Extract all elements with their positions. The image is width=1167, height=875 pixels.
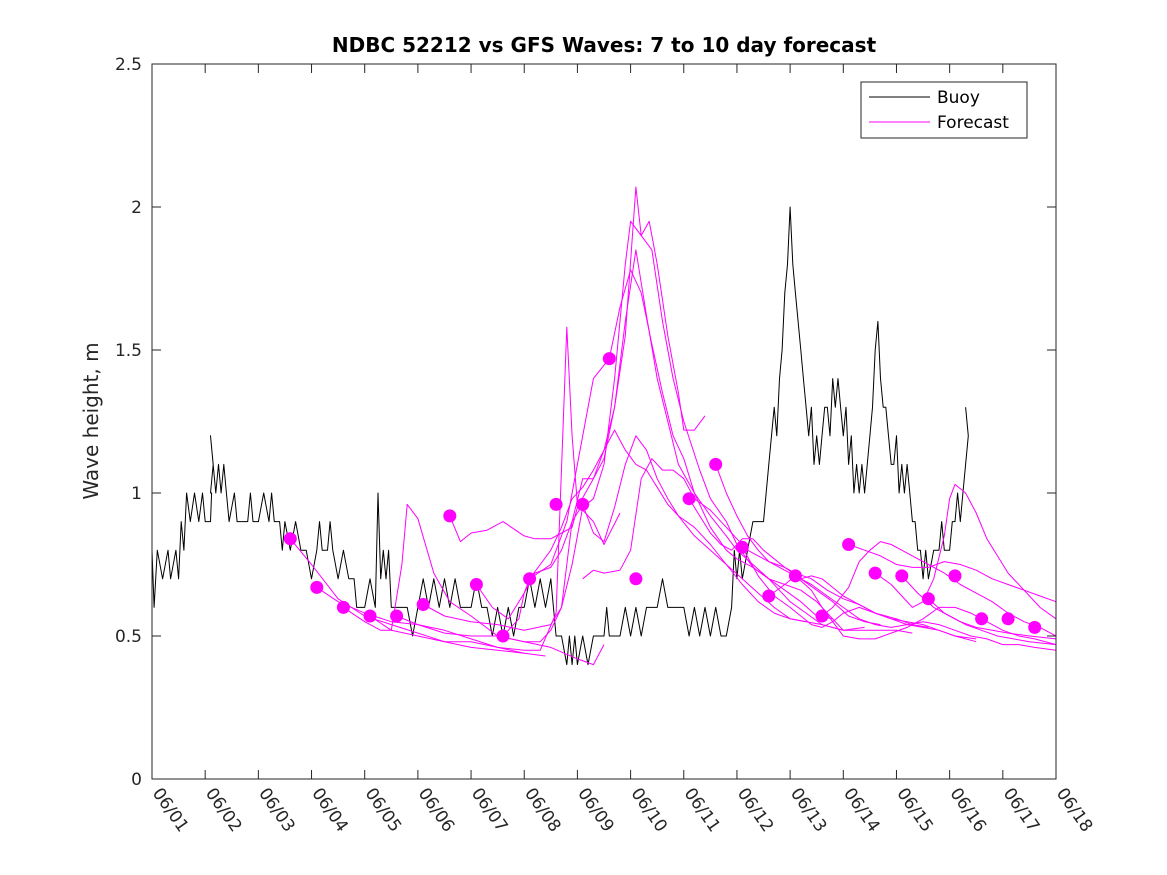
x-tick-label-12: 06/13 — [786, 784, 830, 836]
x-tick-label-1: 06/02 — [201, 784, 245, 836]
forecast-marker-3 — [363, 609, 377, 623]
forecast-line-15 — [768, 575, 1057, 651]
forecast-marker-15 — [709, 457, 723, 471]
plot-background — [152, 64, 1056, 779]
forecast-line-18 — [848, 544, 1057, 603]
forecast-marker-6 — [443, 509, 457, 523]
series-layer — [151, 186, 1057, 666]
forecast-marker-19 — [815, 609, 829, 623]
forecast-line-11 — [582, 458, 881, 626]
forecast-marker-5 — [416, 598, 430, 611]
forecast-marker-4 — [390, 609, 404, 623]
legend-label-forecast: Forecast — [937, 113, 1009, 133]
x-tick-label-2: 06/03 — [254, 784, 298, 836]
forecast-line-6 — [422, 220, 844, 631]
forecast-marker-22 — [895, 569, 909, 583]
x-tick-label-9: 06/10 — [626, 784, 670, 836]
forecast-marker-14 — [682, 492, 696, 506]
forecast-marker-7 — [469, 578, 483, 591]
forecast-line-14 — [741, 547, 977, 640]
x-tick-label-7: 06/08 — [520, 784, 564, 836]
forecast-marker-18 — [788, 569, 802, 583]
forecast-line-5 — [396, 186, 706, 643]
x-tick-label-13: 06/14 — [839, 784, 883, 836]
x-tick-label-8: 06/09 — [573, 784, 617, 836]
forecast-marker-26 — [1001, 612, 1015, 626]
forecast-line-10 — [529, 269, 833, 620]
y-tick-label-3: 1.5 — [115, 341, 142, 361]
forecast-marker-20 — [842, 538, 856, 551]
legend-label-buoy: Buoy — [937, 88, 980, 108]
plot-frame — [151, 63, 1057, 780]
forecast-marker-17 — [762, 589, 776, 603]
x-tick-label-16: 06/17 — [999, 784, 1043, 836]
x-tick-label-0: 06/01 — [148, 784, 192, 836]
buoy-line — [151, 206, 969, 666]
forecast-line-21 — [928, 598, 1057, 640]
y-tick-label-2: 1 — [131, 484, 142, 504]
forecast-marker-16 — [735, 540, 749, 554]
y-tick-label-5: 2.5 — [115, 55, 142, 75]
forecast-marker-2 — [336, 600, 350, 614]
x-tick-label-14: 06/15 — [892, 784, 936, 836]
y-tick-label-4: 2 — [131, 198, 142, 218]
forecast-line-13 — [715, 464, 929, 628]
forecast-marker-0 — [283, 532, 297, 546]
y-tick-label-0: 0 — [131, 770, 142, 790]
x-tick-label-15: 06/16 — [946, 784, 990, 836]
forecast-marker-24 — [948, 569, 962, 583]
forecast-marker-27 — [1028, 620, 1042, 634]
x-tick-label-4: 06/05 — [361, 784, 405, 836]
forecast-marker-10 — [549, 497, 563, 511]
forecast-line-3 — [343, 503, 605, 666]
forecast-marker-21 — [868, 566, 882, 580]
forecast-line-16 — [795, 575, 1057, 646]
x-tick-label-11: 06/12 — [733, 784, 777, 836]
legend: Buoy Forecast — [860, 81, 1028, 139]
x-tick-label-3: 06/04 — [307, 784, 351, 836]
x-tick-label-6: 06/07 — [467, 784, 511, 836]
forecast-line-9 — [502, 429, 807, 637]
forecast-line-4 — [369, 326, 621, 651]
forecast-marker-1 — [310, 580, 324, 594]
x-tick-label-10: 06/11 — [680, 784, 724, 836]
forecast-marker-25 — [975, 612, 989, 626]
chart-title: NDBC 52212 vs GFS Waves: 7 to 10 day for… — [332, 33, 877, 57]
legend-box — [860, 81, 1028, 139]
y-axis-title: Wave height, m — [79, 342, 103, 499]
forecast-marker-11 — [576, 497, 590, 511]
forecast-marker-13 — [629, 572, 643, 586]
x-tick-label-5: 06/06 — [414, 784, 458, 836]
forecast-marker-12 — [602, 352, 616, 366]
forecast-marker-9 — [523, 572, 537, 586]
forecast-marker-23 — [921, 592, 935, 606]
forecast-line-1 — [289, 538, 546, 657]
y-tick-label-1: 0.5 — [115, 627, 142, 647]
forecast-line-19 — [874, 483, 1057, 620]
x-tick-label-17: 06/18 — [1052, 784, 1096, 836]
forecast-marker-8 — [496, 629, 510, 643]
